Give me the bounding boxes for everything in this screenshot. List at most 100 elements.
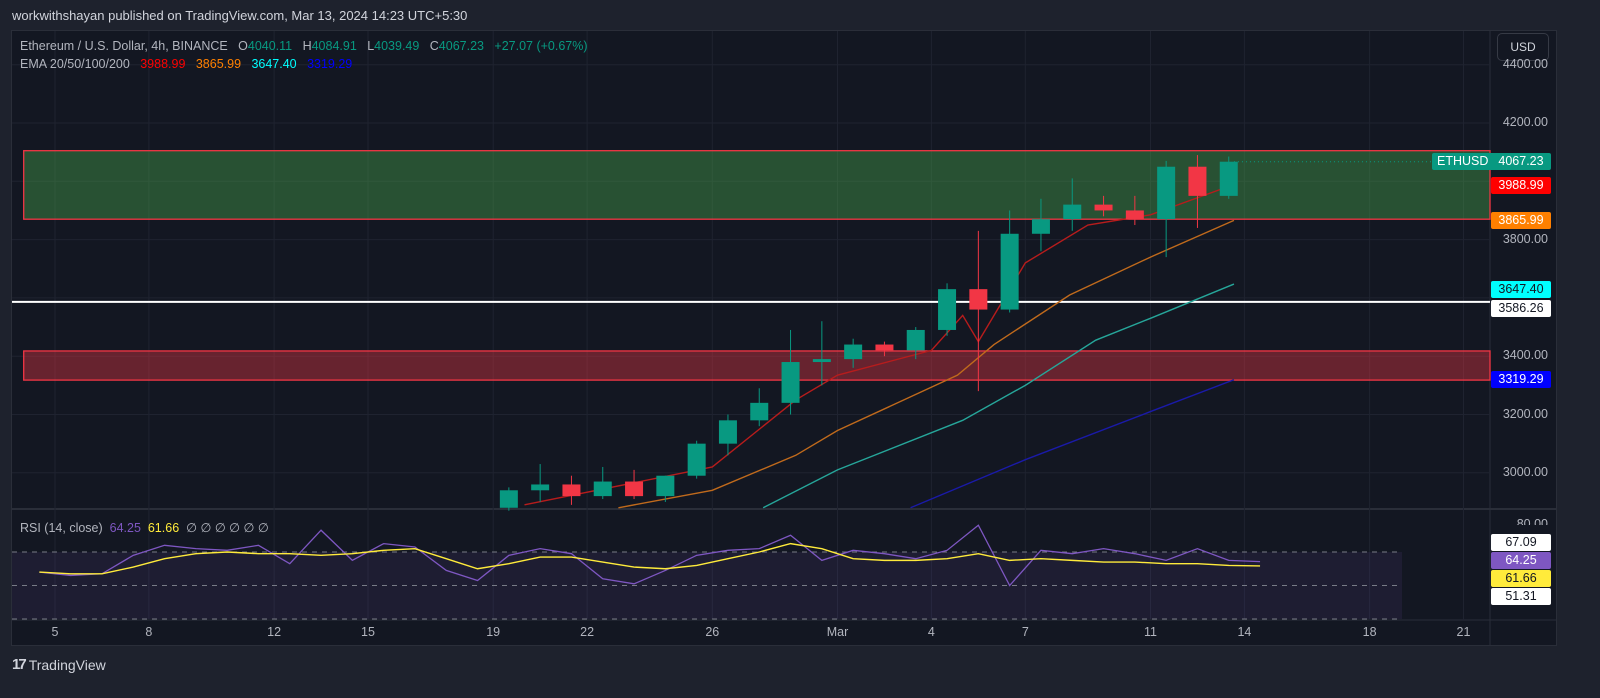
rsi-ma-line [39,542,1261,575]
time-axis-tick: 26 [705,625,720,639]
candle-body [969,289,988,310]
price-axis-tick: 3400.00 [1502,348,1548,363]
candle [1063,178,1082,231]
candle-body [1188,166,1207,196]
candle [1031,198,1050,252]
rsi-pane [12,524,1402,620]
supply-zone[interactable] [23,150,1491,220]
rsi-top-tick: 80.00 [1516,517,1548,525]
ema-legend[interactable]: EMA 20/50/100/200 3988.99 3865.99 3647.4… [20,57,352,71]
ema50-value: 3865.99 [195,57,242,71]
candle [687,440,706,479]
candle [1125,195,1144,226]
ema-line-ema50 [618,219,1235,509]
price-axis-tick: 3200.00 [1502,406,1548,421]
candle [906,327,925,360]
currency-button[interactable]: USD [1497,33,1549,61]
candle [718,414,737,456]
rsi-value: 64.25 [109,521,141,535]
tradingview-logo-icon: 17 [12,656,27,673]
ema-label: EMA 20/50/100/200 [20,57,130,71]
time-axis-tick: 11 [1144,625,1157,639]
time-axis-tick: Mar [826,625,849,639]
zones [12,150,1491,381]
candle-body [812,359,831,363]
candle-body [1125,210,1144,220]
rsi-value-tag: 64.25 [1491,552,1551,569]
ema-line-ema200 [910,379,1235,509]
candle [812,321,831,386]
candle [625,469,644,500]
candle-body [593,481,612,497]
candle [781,329,800,415]
symbol-legend: Ethereum / U.S. Dollar, 4h, BINANCE O404… [20,39,588,53]
candle [656,475,675,502]
candle-body [718,420,737,444]
high-value: 4084.91 [311,39,357,53]
grid [12,31,1556,645]
candle-body [1157,166,1176,220]
footer-brand[interactable]: 17 TradingView [12,656,106,673]
candle [1219,156,1238,199]
ema20-price-tag: 3988.99 [1491,177,1551,194]
ema-line-ema100 [762,283,1235,509]
rsi-legend[interactable]: RSI (14, close) 64.25 61.66 ∅ ∅ ∅ ∅ ∅ ∅ [20,520,269,535]
candle [1094,195,1113,217]
close-label: C [429,39,439,53]
ema200-value: 3319.29 [307,57,353,71]
candles [499,155,1238,511]
time-axis-tick: 4 [927,625,935,639]
candle [531,464,550,502]
candle-body [1031,219,1050,234]
rsi-extra-values: ∅ ∅ ∅ ∅ ∅ ∅ [186,521,269,535]
price-axis-tick: 4400.00 [1502,56,1548,71]
candle-body [1219,161,1238,196]
ema20-value: 3988.99 [140,57,186,71]
price-axis-tick: 3800.00 [1502,231,1548,246]
change-value: +27.07 (+0.67%) [494,39,588,53]
rsi-lower-tag: 51.31 [1491,588,1551,605]
ema-line-ema20 [524,183,1235,506]
candle [1000,210,1019,313]
candle-body [1094,204,1113,211]
candle [1188,155,1207,228]
time-axis-tick: 15 [361,625,375,639]
time-axis-tick: 21 [1456,625,1471,639]
last-price-tag: 4067.23 [1491,153,1551,170]
time-axis-tick: 8 [145,625,153,639]
ema50-price-tag: 3865.99 [1491,212,1551,229]
ema100-price-tag: 3647.40 [1491,281,1551,298]
candle [938,283,957,336]
candle [969,230,988,392]
candle [875,341,894,357]
price-axis-tick: 4200.00 [1502,115,1548,129]
hline-price-tag: 3586.26 [1491,300,1551,317]
price-axis-tick: 3000.00 [1502,464,1548,479]
candle-body [750,402,769,421]
ema200-price-tag: 3319.29 [1491,371,1551,388]
rsi-upper-tag: 67.09 [1491,534,1551,551]
candle [1157,160,1176,258]
rsi-ma-value: 61.66 [147,521,180,535]
candle-body [1063,204,1082,220]
candle-body [499,490,518,508]
chart-panel [11,30,1557,646]
candle [593,466,612,500]
rsi-line [39,524,1261,587]
candle [844,338,863,368]
candle-body [625,481,644,497]
candle-body [875,344,894,351]
candle-body [562,484,581,497]
candle [562,475,581,505]
demand-zone[interactable] [23,350,1491,381]
candle-body [687,443,706,476]
ema100-value: 3647.40 [251,57,297,71]
time-axis-tick: 5 [51,625,59,639]
time-axis-tick: 19 [486,625,501,639]
rsi-label: RSI (14, close) [20,521,103,535]
time-axis-tick: 18 [1362,625,1377,639]
ema-lines [524,183,1235,509]
open-label: O [238,39,248,53]
candle [499,487,518,511]
